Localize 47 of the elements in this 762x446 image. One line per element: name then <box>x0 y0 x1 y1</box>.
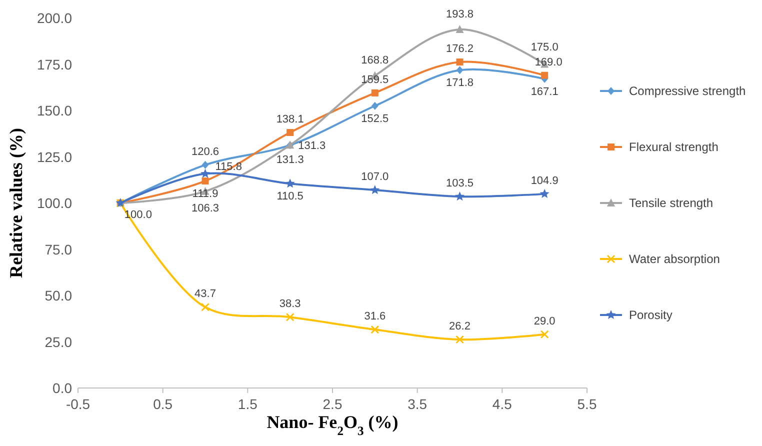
x-tick-label: 4.5 <box>492 396 512 412</box>
data-label: 104.9 <box>530 174 558 187</box>
data-label: 168.8 <box>361 54 389 67</box>
data-label: 29.0 <box>534 315 556 328</box>
data-label: 169.0 <box>534 56 562 68</box>
data-label: 152.5 <box>361 112 389 125</box>
data-label: 131.3 <box>298 140 326 152</box>
x-tick-label: 0.5 <box>153 396 173 412</box>
data-label: 26.2 <box>449 320 470 333</box>
x-tick-label: 1.5 <box>238 396 258 412</box>
y-tick-label: 0.0 <box>52 380 72 396</box>
x-tick-label: 3.5 <box>408 396 428 412</box>
data-label: 159.5 <box>361 74 389 86</box>
y-tick-label: 50.0 <box>44 288 72 304</box>
data-label: 107.0 <box>361 171 389 184</box>
data-label: 43.7 <box>194 288 216 300</box>
data-label: 175.0 <box>530 41 558 54</box>
data-label: 106.3 <box>191 202 220 214</box>
legend-label: Flexural strength <box>629 140 718 154</box>
data-label: 176.2 <box>446 43 474 56</box>
legend-label: Water absorption <box>629 252 720 266</box>
data-label: 167.1 <box>530 86 558 98</box>
legend-label: Porosity <box>629 308 672 322</box>
y-tick-label: 200.0 <box>36 10 72 26</box>
y-tick-label: 150.0 <box>36 102 72 118</box>
data-label: 131.3 <box>276 154 304 166</box>
data-label: 171.8 <box>446 77 474 90</box>
y-tick-label: 25.0 <box>44 334 72 350</box>
data-label: 110.5 <box>276 190 304 203</box>
data-label: 38.3 <box>279 298 301 310</box>
data-label: 138.1 <box>276 114 304 126</box>
data-label: 120.6 <box>191 146 220 158</box>
x-axis-title: Nano- Fe$_{2}$O$_{3}$ (%) <box>266 412 398 438</box>
legend-label: Tensile strength <box>629 196 714 210</box>
legend-label: Compressive strength <box>629 84 746 98</box>
data-label: 31.6 <box>364 310 386 323</box>
data-label: 103.5 <box>446 178 474 190</box>
y-tick-label: 75.0 <box>44 241 72 258</box>
x-tick-label: 5.5 <box>577 396 597 412</box>
data-label: 111.9 <box>192 188 218 200</box>
y-axis-title: Relative values (%) <box>6 128 26 278</box>
data-label: 193.8 <box>446 8 474 20</box>
x-tick-label: -0.5 <box>66 396 90 412</box>
x-tick-label: 2.5 <box>322 396 342 412</box>
y-tick-label: 100.0 <box>36 195 72 211</box>
y-tick-label: 125.0 <box>36 148 72 165</box>
y-tick-label: 175.0 <box>36 56 72 72</box>
